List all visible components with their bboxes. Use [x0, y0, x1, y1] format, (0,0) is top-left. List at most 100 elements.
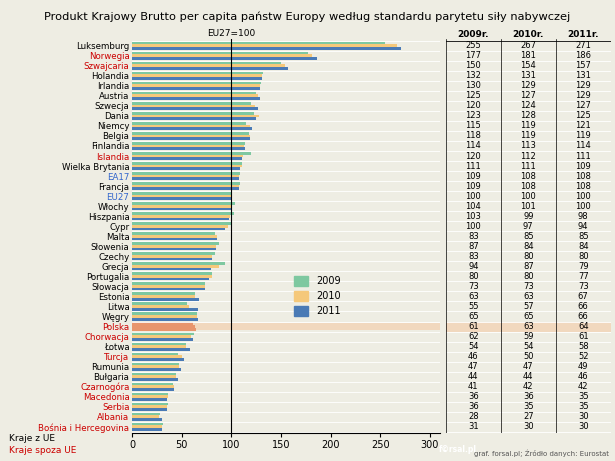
Bar — [132, 182, 240, 185]
Text: 54: 54 — [468, 342, 478, 351]
Text: 63: 63 — [468, 292, 478, 301]
Text: 119: 119 — [520, 131, 536, 141]
Text: 27: 27 — [523, 412, 534, 421]
Bar — [132, 237, 216, 240]
Text: 46: 46 — [468, 352, 478, 361]
Text: 150: 150 — [466, 61, 481, 70]
Text: 108: 108 — [520, 171, 536, 181]
Text: 73: 73 — [468, 282, 478, 291]
Text: 113: 113 — [520, 142, 536, 150]
Text: 46: 46 — [578, 372, 589, 381]
Bar — [132, 202, 236, 205]
Bar — [132, 215, 231, 218]
Text: 84: 84 — [578, 242, 589, 251]
Bar — [132, 323, 440, 330]
Text: 79: 79 — [578, 262, 589, 271]
Text: 267: 267 — [520, 41, 536, 50]
Bar — [132, 107, 258, 110]
Bar — [132, 308, 197, 311]
Bar — [132, 322, 192, 325]
Bar — [132, 52, 308, 54]
Bar — [132, 155, 244, 157]
Bar — [132, 122, 246, 124]
Text: 87: 87 — [468, 242, 478, 251]
Text: 108: 108 — [575, 182, 591, 190]
Text: 111: 111 — [520, 161, 536, 171]
Text: 109: 109 — [466, 182, 481, 190]
Bar — [132, 388, 174, 391]
Bar — [132, 102, 252, 105]
Text: 100: 100 — [576, 192, 591, 201]
Text: 177: 177 — [466, 51, 482, 60]
Bar — [132, 165, 242, 167]
Bar — [132, 248, 215, 250]
Text: 127: 127 — [575, 101, 591, 110]
Text: 42: 42 — [578, 382, 589, 391]
Bar — [132, 328, 196, 331]
Text: 124: 124 — [520, 101, 536, 110]
Bar — [132, 368, 181, 371]
Text: 2009r.: 2009r. — [458, 30, 489, 39]
Text: 47: 47 — [468, 362, 478, 371]
Bar — [132, 112, 254, 114]
Bar — [132, 318, 197, 320]
Text: 58: 58 — [578, 342, 589, 351]
Bar — [132, 288, 205, 290]
Text: 57: 57 — [523, 302, 534, 311]
Bar — [132, 67, 288, 70]
Text: 85: 85 — [523, 232, 534, 241]
Bar — [132, 423, 163, 426]
Text: 108: 108 — [575, 171, 591, 181]
Bar — [132, 275, 212, 278]
Text: 35: 35 — [578, 392, 589, 401]
Bar — [132, 298, 199, 301]
Bar — [132, 252, 215, 255]
Text: 120: 120 — [466, 101, 481, 110]
Bar — [132, 315, 197, 318]
Text: 100: 100 — [466, 192, 481, 201]
Bar — [132, 235, 216, 237]
Text: 30: 30 — [523, 422, 534, 431]
Bar — [132, 192, 231, 195]
Bar — [132, 84, 260, 87]
Bar — [132, 232, 215, 235]
Bar — [132, 426, 162, 428]
Bar — [132, 415, 159, 418]
Text: 84: 84 — [523, 242, 534, 251]
Text: 63: 63 — [523, 322, 534, 331]
Bar — [132, 358, 184, 361]
Text: 30: 30 — [578, 412, 589, 421]
Bar — [132, 87, 260, 90]
Bar — [132, 335, 191, 338]
Bar — [132, 372, 176, 375]
Bar — [132, 375, 176, 378]
Text: 30: 30 — [578, 422, 589, 431]
Text: 128: 128 — [520, 112, 536, 120]
Bar — [132, 195, 231, 197]
Text: 94: 94 — [578, 222, 589, 231]
Text: 186: 186 — [575, 51, 591, 60]
Bar — [132, 117, 256, 120]
Text: 115: 115 — [466, 121, 481, 130]
Text: 80: 80 — [468, 272, 478, 281]
Text: 101: 101 — [520, 201, 536, 211]
Bar — [132, 62, 281, 65]
Text: 2010r.: 2010r. — [512, 30, 544, 39]
Text: 104: 104 — [466, 201, 481, 211]
Bar — [132, 305, 189, 308]
Text: EU27=100: EU27=100 — [207, 29, 256, 38]
Bar — [132, 172, 240, 175]
Bar — [132, 292, 195, 295]
Bar — [132, 378, 178, 381]
Bar — [132, 72, 263, 74]
Bar — [132, 245, 215, 248]
Text: 44: 44 — [468, 372, 478, 381]
Bar — [132, 355, 182, 358]
Text: Produkt Krajowy Brutto per capita państw Europy według standardu parytetu siły n: Produkt Krajowy Brutto per capita państw… — [44, 12, 571, 22]
Text: 65: 65 — [523, 312, 534, 321]
Text: 98: 98 — [578, 212, 589, 221]
Bar — [132, 65, 285, 67]
Text: Kraje spoza UE: Kraje spoza UE — [9, 446, 77, 455]
Text: 109: 109 — [576, 161, 591, 171]
Text: 83: 83 — [468, 252, 478, 261]
